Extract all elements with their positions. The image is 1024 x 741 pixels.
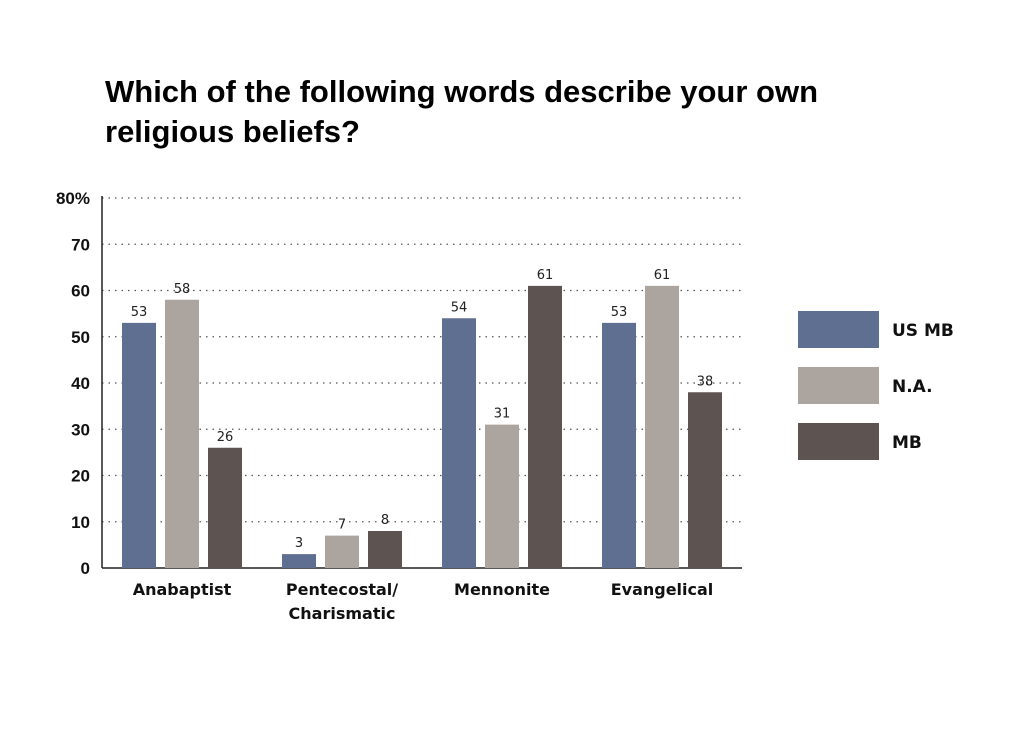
bars [122,285,722,568]
y-tick-label: 30 [71,420,90,439]
y-tick-label: 50 [71,328,90,347]
bar [165,299,199,568]
bar [485,424,519,568]
bar [688,392,722,568]
bar [368,531,402,568]
data-label: 7 [338,518,346,533]
data-label: 38 [697,374,714,389]
y-tick-label: 0 [81,559,90,578]
category-label: Mennonite [454,580,550,599]
data-label: 3 [295,536,303,551]
legend-swatch [798,311,879,348]
category-labels: Anabaptist Pentecostal/Charismatic Mennoni… [133,580,714,623]
y-tick-label: 80% [56,189,90,208]
bar [645,285,679,568]
axes: 0 10 20 30 40 50 60 70 80% [56,189,742,578]
category-label: Charismatic [289,604,396,623]
legend: US MB N.A. MB [798,311,954,460]
chart-title-line-1: Which of the following words describe yo… [105,74,819,109]
data-label: 8 [381,513,389,528]
bar [122,322,156,568]
y-tick-label: 10 [71,513,90,532]
bar [442,318,476,568]
data-label: 54 [451,300,468,315]
bar [325,535,359,568]
legend-label: N.A. [892,377,933,397]
bar [208,447,242,568]
legend-label: US MB [892,321,954,341]
chart-title: Which of the following words describe yo… [105,72,925,152]
data-label: 58 [174,282,191,297]
category-label: Pentecostal/ [286,580,398,599]
data-label: 26 [217,430,234,445]
y-tick-label: 20 [71,467,90,486]
y-tick-label: 60 [71,282,90,301]
data-label: 31 [494,407,511,422]
bar [282,554,316,568]
y-tick-label: 40 [71,374,90,393]
data-labels: 53 58 26 3 7 8 54 31 61 53 61 38 [131,268,714,551]
data-label: 53 [131,305,148,320]
data-label: 61 [537,268,554,283]
legend-swatch [798,367,879,404]
y-tick-label: 70 [71,235,90,254]
chart-title-line-2: religious beliefs? [105,114,360,149]
bar [528,285,562,568]
legend-label: MB [892,433,922,453]
data-label: 53 [611,305,628,320]
bar [602,322,636,568]
data-label: 61 [654,268,671,283]
category-label: Evangelical [611,580,714,599]
category-label: Anabaptist [133,580,232,599]
legend-swatch [798,423,879,460]
